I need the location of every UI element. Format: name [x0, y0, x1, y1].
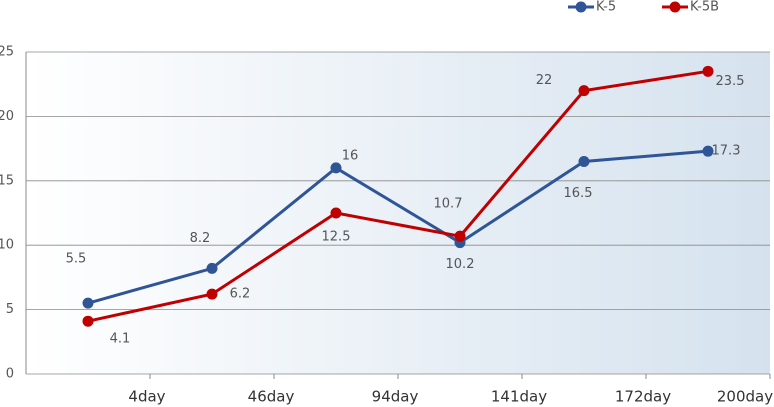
legend-marker [669, 1, 681, 13]
series-line [87, 69, 709, 323]
data-label: 17.3 [712, 144, 741, 159]
x-tick-label: 94day [372, 388, 419, 406]
data-label: 16.5 [564, 186, 593, 201]
y-tick-label: 20 [0, 109, 14, 124]
data-point [454, 230, 466, 242]
series-line [87, 149, 709, 305]
data-point [702, 65, 714, 77]
y-tick-label: 0 [6, 367, 14, 382]
data-point [702, 145, 714, 157]
data-label: 23.5 [716, 74, 745, 89]
data-point [82, 315, 94, 327]
data-point [578, 85, 590, 97]
legend-label: K-5 [596, 0, 616, 15]
data-label: 12.5 [322, 230, 351, 245]
data-label: 10.7 [434, 197, 463, 212]
data-point [330, 162, 342, 174]
x-tick-label: 200day [717, 388, 773, 406]
x-tick-label: 46day [248, 388, 295, 406]
y-tick-label: 15 [0, 173, 14, 188]
data-label: 16 [342, 148, 359, 163]
y-tick-label: 25 [0, 45, 14, 60]
data-point [82, 297, 94, 309]
data-label: 5.5 [66, 252, 87, 267]
data-label: 22 [536, 73, 553, 88]
data-label: 10.2 [446, 257, 475, 272]
data-point [206, 288, 218, 300]
legend-label: K-5B [690, 0, 719, 15]
plot-area [26, 52, 770, 374]
x-tick-label: 4day [128, 388, 165, 406]
legend-marker [575, 1, 587, 13]
x-tick-label: 141day [491, 388, 547, 406]
data-point [206, 262, 218, 274]
y-tick-label: 5 [6, 302, 14, 317]
data-label: 4.1 [110, 332, 131, 347]
x-tick-label: 172day [615, 388, 671, 406]
data-point [330, 207, 342, 219]
data-label: 8.2 [190, 231, 211, 246]
data-label: 6.2 [230, 287, 251, 302]
y-tick-label: 10 [0, 238, 14, 253]
data-point [578, 155, 590, 167]
